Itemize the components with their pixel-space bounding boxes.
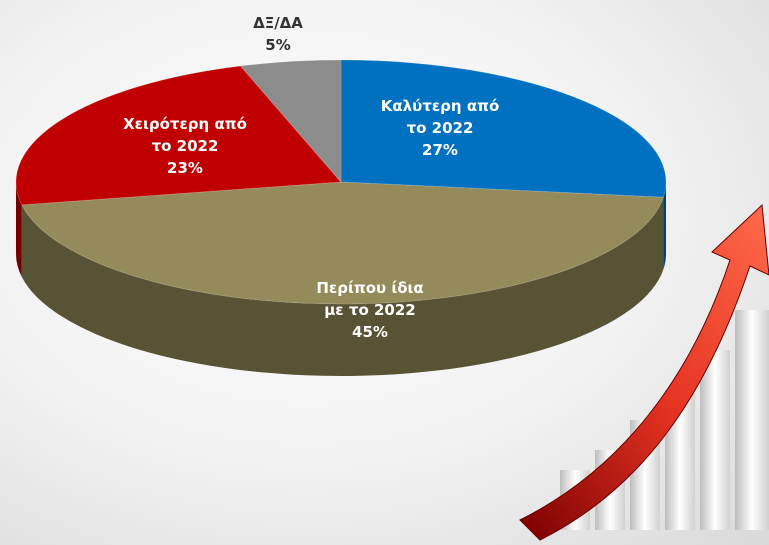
slice <box>15 65 343 206</box>
percent-label: 23% <box>167 159 203 177</box>
slice-label: ΔΞ/ΔΑ 5% <box>253 12 303 56</box>
slice <box>340 59 667 198</box>
category-label: Περίπου ίδια με το 2022 <box>316 279 424 319</box>
percent-label: 45% <box>352 323 388 341</box>
decor-arrow <box>519 203 769 541</box>
slice <box>20 181 665 305</box>
slice-side <box>21 197 664 376</box>
slice-label: Περίπου ίδια με το 2022 45% <box>316 277 423 343</box>
slice-label: Καλύτερη από το 2022 27% <box>381 95 500 161</box>
slice-side <box>16 182 22 277</box>
category-label: Καλύτερη από το 2022 <box>380 97 500 137</box>
percent-label: 5% <box>265 36 291 54</box>
slice-side <box>663 182 666 270</box>
category-label: ΔΞ/ΔΑ <box>253 14 303 32</box>
pie <box>15 59 667 376</box>
slice-label: Χειρότερη από το 2022 23% <box>123 113 247 179</box>
slice <box>239 59 342 184</box>
percent-label: 27% <box>422 141 458 159</box>
category-label: Χειρότερη από το 2022 <box>123 115 247 155</box>
